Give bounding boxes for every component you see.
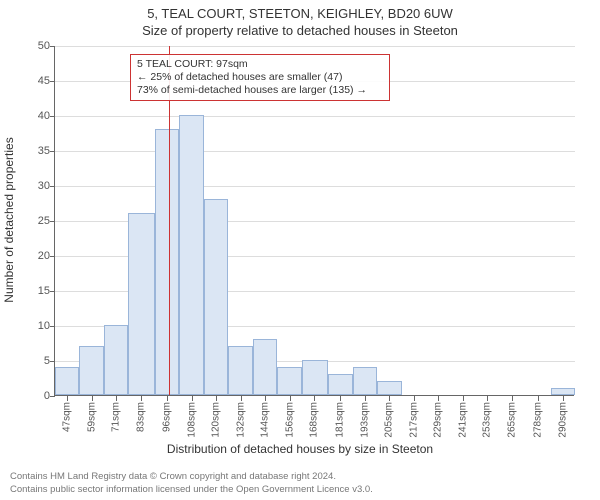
x-tick-label: 156sqm <box>284 402 295 438</box>
histogram-bar <box>128 213 155 395</box>
y-tick-label: 5 <box>24 355 50 367</box>
y-tick-label: 15 <box>24 285 50 297</box>
y-tick-label: 45 <box>24 75 50 87</box>
x-tick-mark <box>67 396 68 401</box>
gridline <box>55 186 575 187</box>
footer-line-1: Contains HM Land Registry data © Crown c… <box>10 471 373 483</box>
x-tick-mark <box>265 396 266 401</box>
histogram-bar <box>328 374 352 395</box>
histogram-bar <box>204 199 228 395</box>
annotation-larger: 73% of semi-detached houses are larger (… <box>137 84 383 97</box>
x-tick-label: 120sqm <box>211 402 222 438</box>
annotation-box: 5 TEAL COURT: 97sqm ← 25% of detached ho… <box>130 54 390 101</box>
y-axis-label: Number of detached properties <box>2 137 16 302</box>
gridline <box>55 46 575 47</box>
x-tick-mark <box>414 396 415 401</box>
x-tick-label: 144sqm <box>260 402 271 438</box>
x-tick-mark <box>116 396 117 401</box>
y-tick-label: 35 <box>24 145 50 157</box>
x-tick-mark <box>512 396 513 401</box>
histogram-bar <box>277 367 301 395</box>
y-tick-label: 50 <box>24 40 50 52</box>
x-tick-mark <box>463 396 464 401</box>
x-tick-label: 217sqm <box>408 402 419 438</box>
y-tick-mark <box>50 46 55 47</box>
x-tick-label: 83sqm <box>135 402 146 432</box>
y-tick-mark <box>50 81 55 82</box>
y-tick-mark <box>50 221 55 222</box>
x-tick-label: 241sqm <box>457 402 468 438</box>
y-tick-label: 20 <box>24 250 50 262</box>
y-tick-label: 30 <box>24 180 50 192</box>
y-tick-mark <box>50 186 55 187</box>
y-tick-mark <box>50 291 55 292</box>
gridline <box>55 116 575 117</box>
footer-attribution: Contains HM Land Registry data © Crown c… <box>10 471 373 496</box>
footer-line-2: Contains public sector information licen… <box>10 484 373 496</box>
x-tick-mark <box>141 396 142 401</box>
y-tick-mark <box>50 326 55 327</box>
y-tick-label: 0 <box>24 390 50 402</box>
y-tick-label: 10 <box>24 320 50 332</box>
annotation-smaller: ← 25% of detached houses are smaller (47… <box>137 71 383 84</box>
x-tick-mark <box>216 396 217 401</box>
x-tick-mark <box>487 396 488 401</box>
page-subtitle: Size of property relative to detached ho… <box>0 21 600 38</box>
histogram-bar <box>253 339 277 395</box>
y-tick-mark <box>50 256 55 257</box>
x-tick-mark <box>241 396 242 401</box>
annotation-title: 5 TEAL COURT: 97sqm <box>137 58 383 71</box>
x-tick-mark <box>314 396 315 401</box>
histogram-bar <box>353 367 377 395</box>
y-tick-mark <box>50 151 55 152</box>
x-tick-mark <box>167 396 168 401</box>
histogram-bar <box>551 388 575 395</box>
histogram-bar <box>79 346 103 395</box>
x-tick-mark <box>92 396 93 401</box>
histogram-bar <box>155 129 179 395</box>
x-tick-mark <box>538 396 539 401</box>
x-tick-label: 265sqm <box>506 402 517 438</box>
x-tick-label: 181sqm <box>335 402 346 438</box>
x-tick-mark <box>563 396 564 401</box>
page-title: 5, TEAL COURT, STEETON, KEIGHLEY, BD20 6… <box>0 0 600 21</box>
x-tick-mark <box>365 396 366 401</box>
x-tick-label: 59sqm <box>86 402 97 432</box>
x-tick-label: 132sqm <box>235 402 246 438</box>
y-tick-mark <box>50 116 55 117</box>
histogram-bar <box>302 360 329 395</box>
x-axis-label: Distribution of detached houses by size … <box>0 442 600 456</box>
x-tick-label: 290sqm <box>557 402 568 438</box>
y-tick-mark <box>50 396 55 397</box>
y-tick-mark <box>50 361 55 362</box>
histogram-bar <box>104 325 128 395</box>
x-tick-label: 96sqm <box>162 402 173 432</box>
x-tick-mark <box>290 396 291 401</box>
x-tick-mark <box>438 396 439 401</box>
y-tick-label: 25 <box>24 215 50 227</box>
x-tick-label: 71sqm <box>111 402 122 432</box>
x-tick-label: 229sqm <box>433 402 444 438</box>
histogram-chart: 0510152025303540455047sqm59sqm71sqm83sqm… <box>54 46 574 396</box>
x-tick-label: 253sqm <box>482 402 493 438</box>
x-tick-label: 193sqm <box>359 402 370 438</box>
x-tick-label: 108sqm <box>186 402 197 438</box>
x-tick-mark <box>192 396 193 401</box>
x-tick-label: 168sqm <box>308 402 319 438</box>
y-tick-label: 40 <box>24 110 50 122</box>
x-tick-label: 205sqm <box>384 402 395 438</box>
x-tick-label: 47sqm <box>62 402 73 432</box>
gridline <box>55 151 575 152</box>
histogram-bar <box>179 115 203 395</box>
histogram-bar <box>228 346 252 395</box>
x-tick-mark <box>389 396 390 401</box>
histogram-bar <box>377 381 401 395</box>
histogram-bar <box>55 367 79 395</box>
x-tick-label: 278sqm <box>533 402 544 438</box>
x-tick-mark <box>340 396 341 401</box>
